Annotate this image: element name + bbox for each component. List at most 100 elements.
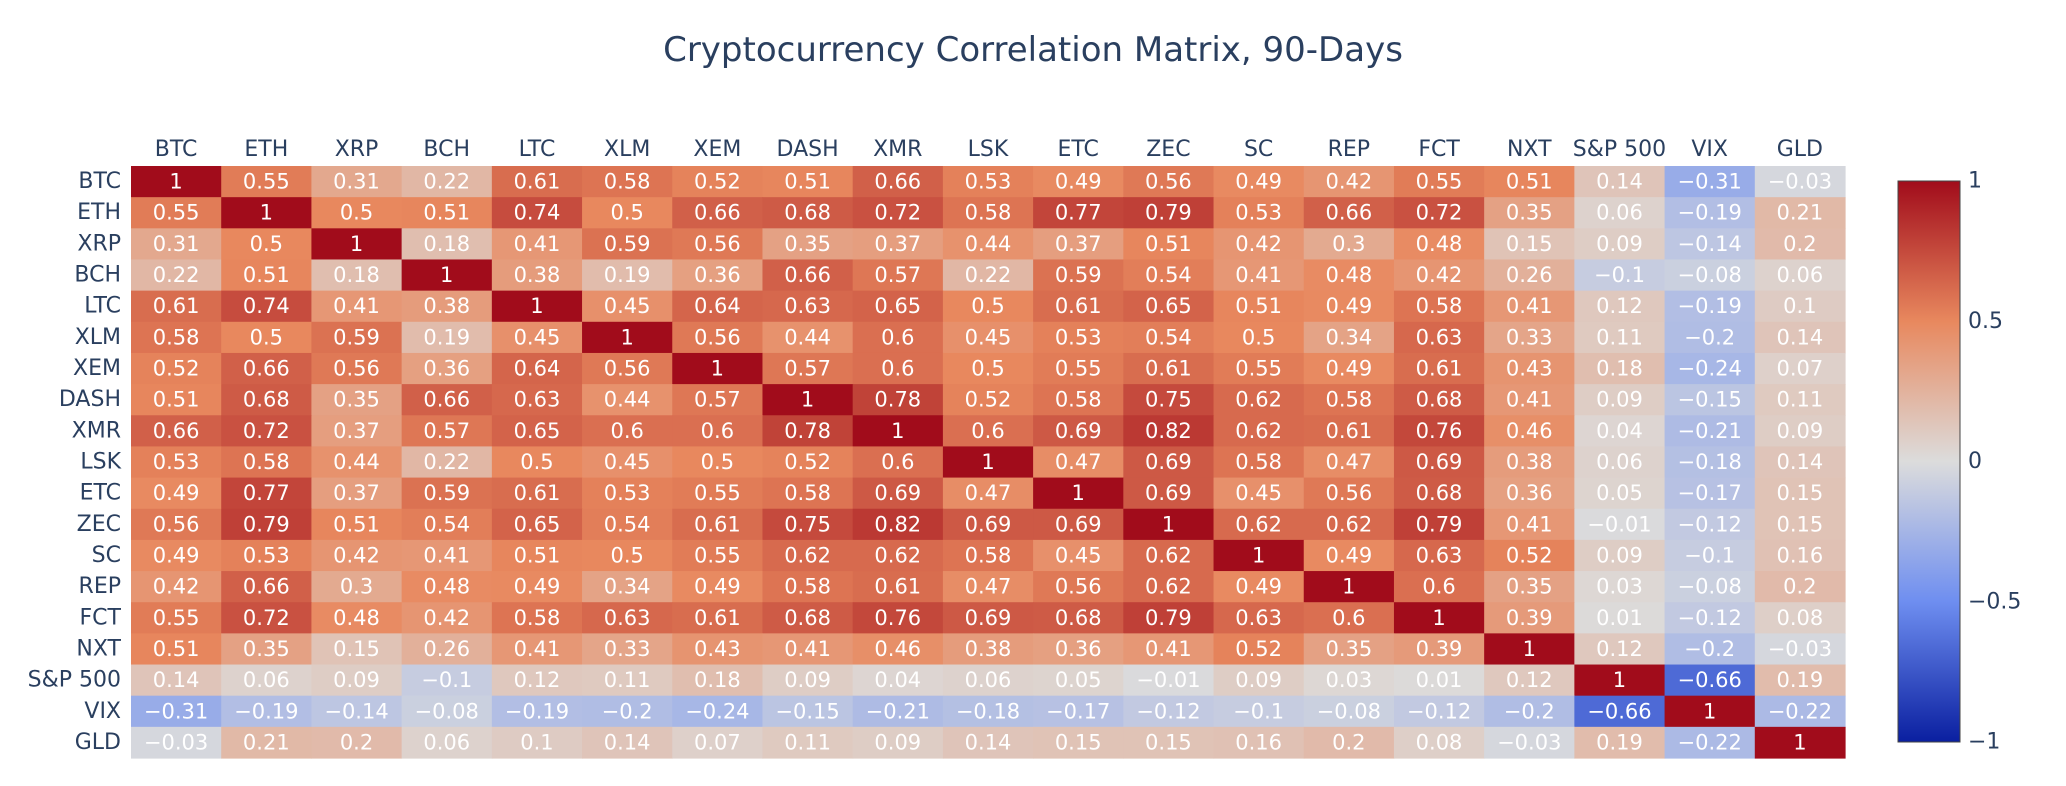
cell-label-2-16: 0.09 bbox=[1596, 232, 1643, 256]
cell-label-7-10: 0.58 bbox=[1055, 388, 1102, 412]
heatmap-cell-11-12 bbox=[1213, 508, 1305, 541]
cell-label-0-18: −0.03 bbox=[1768, 170, 1832, 194]
heatmap-cell-6-0 bbox=[131, 352, 222, 385]
cell-label-16-2: 0.09 bbox=[333, 668, 380, 692]
heatmap-cell-10-6 bbox=[672, 477, 764, 510]
heatmap-cell-11-8 bbox=[852, 508, 944, 541]
heatmap-cell-11-0 bbox=[131, 508, 222, 541]
x-tick-label: SC bbox=[1244, 137, 1273, 162]
cell-label-7-6: 0.57 bbox=[694, 388, 741, 412]
heatmap-cell-8-17 bbox=[1664, 415, 1756, 448]
cell-label-9-18: 0.14 bbox=[1777, 450, 1824, 474]
cell-label-5-0: 0.58 bbox=[153, 325, 200, 349]
cell-label-16-1: 0.06 bbox=[243, 668, 290, 692]
heatmap-cell-5-17 bbox=[1664, 321, 1756, 354]
heatmap-cell-9-5 bbox=[582, 446, 673, 479]
heatmap-cell-1-6 bbox=[672, 197, 764, 229]
cell-label-1-12: 0.53 bbox=[1235, 201, 1282, 225]
cell-label-12-7: 0.62 bbox=[784, 543, 831, 567]
cell-label-3-1: 0.51 bbox=[243, 263, 290, 287]
cell-label-0-11: 0.56 bbox=[1145, 170, 1192, 194]
heatmap-cell-18-1 bbox=[221, 726, 313, 759]
cell-label-0-5: 0.58 bbox=[604, 170, 651, 194]
heatmap-cell-0-4 bbox=[491, 166, 583, 198]
cell-label-13-4: 0.49 bbox=[514, 575, 561, 599]
cell-label-11-7: 0.75 bbox=[784, 512, 831, 536]
heatmap-cell-6-9 bbox=[942, 352, 1034, 385]
cell-label-17-16: −0.66 bbox=[1587, 699, 1651, 723]
heatmap-cell-14-1 bbox=[221, 602, 313, 634]
heatmap-cell-16-16 bbox=[1574, 664, 1666, 697]
x-tick-label: GLD bbox=[1777, 137, 1823, 162]
cell-label-14-0: 0.55 bbox=[153, 606, 200, 630]
heatmap-cell-13-11 bbox=[1123, 571, 1215, 603]
heatmap-cell-0-14 bbox=[1393, 166, 1485, 198]
y-tick-label: SC bbox=[92, 543, 121, 568]
heatmap-cell-6-14 bbox=[1393, 352, 1485, 385]
cell-label-17-4: −0.19 bbox=[505, 699, 569, 723]
y-tick-label: ETC bbox=[80, 481, 121, 506]
cell-label-11-12: 0.62 bbox=[1235, 512, 1282, 536]
cell-label-4-5: 0.45 bbox=[604, 294, 651, 318]
cell-label-10-10: 1 bbox=[1072, 481, 1085, 505]
cell-label-5-7: 0.44 bbox=[784, 325, 831, 349]
cell-label-15-7: 0.41 bbox=[784, 637, 831, 661]
heatmap-cell-18-9 bbox=[942, 726, 1034, 759]
cell-label-2-6: 0.56 bbox=[694, 232, 741, 256]
heatmap-cell-1-2 bbox=[311, 197, 403, 229]
cell-label-2-8: 0.37 bbox=[874, 232, 921, 256]
cell-label-2-0: 0.31 bbox=[153, 232, 200, 256]
cell-label-1-18: 0.21 bbox=[1777, 201, 1824, 225]
heatmap-cell-17-9 bbox=[942, 695, 1034, 728]
cell-label-5-15: 0.33 bbox=[1506, 325, 1553, 349]
cell-label-5-5: 1 bbox=[620, 325, 633, 349]
cell-label-0-1: 0.55 bbox=[243, 170, 290, 194]
heatmap-cell-15-14 bbox=[1393, 633, 1485, 666]
heatmap-cell-16-1 bbox=[221, 664, 313, 697]
cell-label-14-4: 0.58 bbox=[514, 606, 561, 630]
heatmap-cell-12-12 bbox=[1213, 539, 1305, 572]
y-tick-label: GLD bbox=[75, 730, 121, 755]
heatmap-cell-7-8 bbox=[852, 384, 944, 416]
cell-label-17-14: −0.12 bbox=[1407, 699, 1471, 723]
heatmap-cell-13-14 bbox=[1393, 571, 1485, 603]
heatmap-cell-1-4 bbox=[491, 197, 583, 229]
heatmap-cell-15-2 bbox=[311, 633, 403, 666]
cell-label-6-9: 0.5 bbox=[971, 357, 1004, 381]
cell-label-17-2: −0.14 bbox=[324, 699, 388, 723]
heatmap-cell-17-6 bbox=[672, 695, 764, 728]
heatmap-cell-2-5 bbox=[582, 228, 673, 261]
heatmap-cell-9-3 bbox=[401, 446, 493, 479]
heatmap-cell-7-6 bbox=[672, 384, 764, 416]
cell-label-3-12: 0.41 bbox=[1235, 263, 1282, 287]
heatmap-cell-15-0 bbox=[131, 633, 222, 666]
heatmap-cell-11-18 bbox=[1754, 508, 1846, 541]
x-tick-label: LSK bbox=[968, 137, 1009, 162]
cell-label-3-18: 0.06 bbox=[1777, 263, 1824, 287]
cell-label-3-10: 0.59 bbox=[1055, 263, 1102, 287]
cell-label-11-0: 0.56 bbox=[153, 512, 200, 536]
cell-label-1-2: 0.5 bbox=[340, 201, 373, 225]
cell-label-9-9: 1 bbox=[981, 450, 994, 474]
heatmap-cell-0-15 bbox=[1484, 166, 1575, 198]
heatmap-cell-5-1 bbox=[221, 321, 313, 354]
cell-label-14-5: 0.63 bbox=[604, 606, 651, 630]
heatmap-cell-5-7 bbox=[762, 321, 854, 354]
cell-label-6-4: 0.64 bbox=[514, 357, 561, 381]
cell-label-1-15: 0.35 bbox=[1506, 201, 1553, 225]
cell-label-6-15: 0.43 bbox=[1506, 357, 1553, 381]
y-tick-label: XMR bbox=[72, 418, 121, 443]
heatmap-cell-5-3 bbox=[401, 321, 493, 354]
heatmap-cell-14-14 bbox=[1393, 602, 1485, 634]
cell-annotations: 1 0.55 0.31 0.22 0.61 0.58 0.52 0.51 0.66 0.53 0.4… bbox=[144, 170, 1832, 755]
heatmap-cell-12-6 bbox=[672, 539, 764, 572]
heatmap-cell-17-14 bbox=[1393, 695, 1485, 728]
heatmap-cell-4-18 bbox=[1754, 290, 1846, 323]
heatmap-cell-3-12 bbox=[1213, 259, 1305, 292]
heatmap-cell-14-0 bbox=[131, 602, 222, 634]
cell-label-18-0: −0.03 bbox=[144, 730, 208, 754]
heatmap-cell-6-10 bbox=[1033, 352, 1124, 385]
heatmap-cell-1-12 bbox=[1213, 197, 1305, 229]
heatmap-cell-2-6 bbox=[672, 228, 764, 261]
cell-label-12-3: 0.41 bbox=[423, 543, 470, 567]
